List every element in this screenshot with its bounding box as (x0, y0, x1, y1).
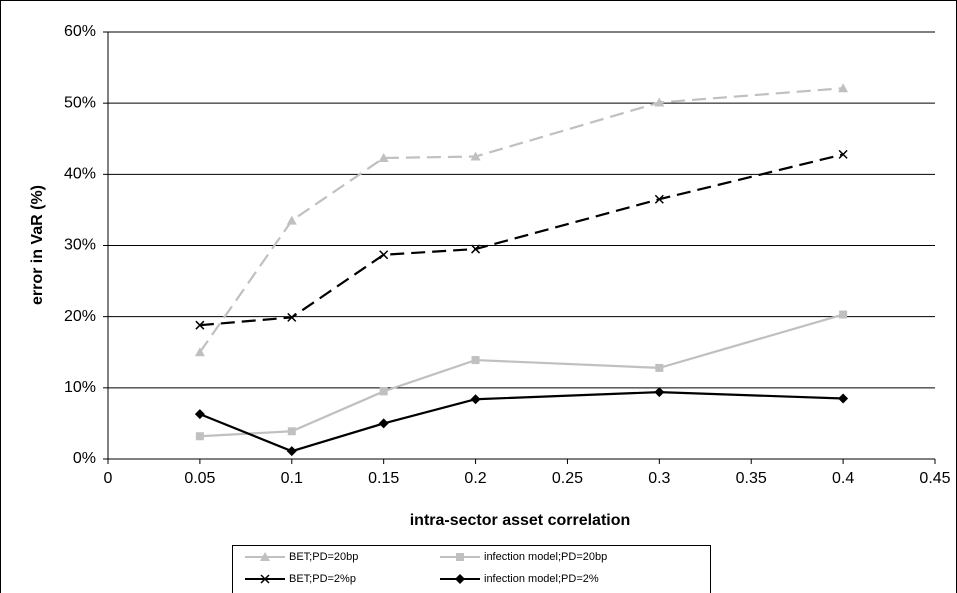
legend-label: infection model;PD=20bp (484, 551, 607, 563)
series-line (199, 153, 844, 327)
series-line (199, 313, 844, 438)
marker (260, 552, 270, 561)
marker (286, 446, 297, 457)
marker (838, 393, 849, 404)
x-tick-label: 0.45 (919, 470, 950, 487)
y-tick-label: 40% (64, 166, 96, 183)
y-axis-label: error in VaR (%) (29, 185, 46, 305)
y-tick-label: 30% (64, 237, 96, 254)
legend-label: BET;PD=2%p (289, 573, 356, 585)
y-tick-label: 0% (73, 450, 96, 467)
x-tick-label: 0 (104, 470, 113, 487)
marker (838, 149, 848, 159)
x-tick-label: 0.15 (368, 470, 399, 487)
x-tick-label: 0.35 (736, 470, 767, 487)
marker (470, 151, 481, 161)
marker (654, 194, 664, 204)
legend-label: infection model;PD=2% (484, 573, 599, 585)
marker (654, 387, 665, 398)
marker (194, 347, 205, 357)
series-line (198, 87, 844, 353)
marker (456, 553, 464, 561)
x-tick-label: 0.3 (648, 470, 670, 487)
legend-label: BET;PD=20bp (289, 551, 358, 563)
marker (195, 432, 204, 441)
marker (378, 418, 389, 429)
marker (379, 387, 388, 396)
x-tick-label: 0.4 (832, 470, 854, 487)
marker (655, 363, 664, 372)
marker (286, 215, 297, 225)
marker (287, 427, 296, 436)
marker (379, 250, 389, 260)
marker (455, 574, 465, 584)
marker (838, 83, 849, 93)
legend (232, 545, 711, 593)
y-tick-label: 60% (64, 23, 96, 40)
y-tick-label: 20% (64, 308, 96, 325)
marker (260, 574, 270, 584)
x-tick-label: 0.1 (281, 470, 303, 487)
y-tick-label: 10% (64, 379, 96, 396)
marker (287, 312, 297, 322)
marker (839, 310, 848, 319)
marker (471, 244, 481, 254)
x-tick-label: 0.25 (552, 470, 583, 487)
series-line (199, 391, 844, 453)
x-tick-label: 0.05 (184, 470, 215, 487)
marker (654, 97, 665, 107)
marker (471, 356, 480, 365)
x-tick-label: 0.2 (464, 470, 486, 487)
marker (195, 320, 205, 330)
y-tick-label: 50% (64, 94, 96, 111)
marker (194, 409, 205, 420)
x-axis-label: intra-sector asset correlation (410, 512, 631, 529)
marker (378, 152, 389, 162)
marker (470, 394, 481, 405)
